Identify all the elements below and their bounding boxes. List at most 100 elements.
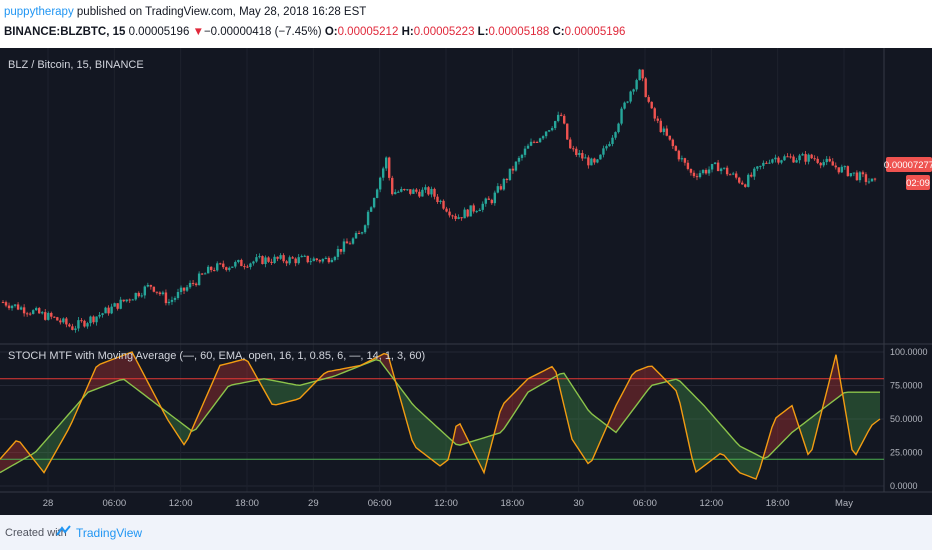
candle-body	[659, 120, 662, 132]
candle-body	[406, 189, 409, 191]
candle-body	[391, 177, 394, 195]
candle-body	[716, 162, 720, 172]
candle-body	[324, 257, 328, 259]
candle-body	[31, 310, 35, 314]
time-tick-label: 12:00	[169, 498, 193, 509]
candle-body	[786, 156, 789, 158]
candle-body	[665, 128, 669, 136]
candle-body	[484, 198, 487, 204]
stoch-fill-segment	[708, 410, 712, 463]
candle-body	[843, 166, 847, 168]
candle-body	[683, 158, 687, 163]
candle-body	[397, 191, 400, 193]
countdown-label: 02:09	[906, 178, 930, 189]
candle-body	[173, 297, 177, 300]
candle-body	[620, 108, 623, 124]
stoch-fill-segment	[792, 405, 796, 433]
stoch-fill-segment	[52, 428, 56, 459]
candle-body	[807, 154, 810, 162]
candle-body	[668, 135, 672, 140]
candle-body	[206, 266, 210, 274]
candle-body	[240, 259, 243, 267]
candle-body	[520, 154, 524, 158]
stoch-tick-label: 50.0000	[890, 414, 923, 424]
candle-body	[34, 308, 38, 311]
candle-body	[179, 287, 183, 292]
stoch-fill-segment	[768, 427, 772, 457]
publish-header: puppytherapy published on TradingView.co…	[0, 0, 932, 48]
candle-body	[213, 270, 216, 272]
price-change: −0.00000418 (−7.45%)	[203, 26, 322, 38]
stoch-fill-segment	[644, 366, 648, 396]
stoch-fill-segment	[108, 359, 112, 385]
candle-body	[74, 328, 77, 330]
candle-body	[363, 225, 367, 233]
stoch-fill-segment	[436, 426, 440, 466]
candle-body	[566, 123, 569, 140]
stoch-fill-segment	[132, 352, 136, 389]
chart-area[interactable]: 0.000085000.000080000.000075000.00007000…	[0, 48, 932, 515]
author-link[interactable]: puppytherapy	[4, 6, 74, 18]
stoch-fill-segment	[812, 414, 816, 450]
stoch-fill-segment	[8, 445, 12, 469]
candle-body	[529, 141, 533, 146]
stoch-fill-segment	[168, 412, 172, 427]
candle-body	[318, 260, 322, 262]
candle-body	[499, 186, 503, 190]
candle-body	[442, 200, 445, 209]
stoch-fill-segment	[680, 381, 684, 422]
time-tick-label: 18:00	[235, 498, 259, 509]
time-axis[interactable]: 28 06:00 12:00 18:00 29 06:00 12:00 18:00 30 06:0…	[43, 498, 854, 509]
stoch-fill-segment	[204, 392, 208, 419]
candle-body	[339, 249, 343, 252]
stoch-fill-segment	[620, 390, 624, 428]
tradingview-link[interactable]: TradingView	[76, 526, 143, 540]
stoch-fill-segment	[116, 356, 120, 382]
stoch-fill-segment	[112, 358, 116, 384]
candle-body	[119, 299, 122, 309]
stoch-fill-segment	[44, 437, 48, 473]
stoch-fill-segment	[292, 384, 296, 401]
candle-body	[759, 165, 762, 167]
candle-body	[801, 154, 804, 156]
candle-body	[448, 211, 451, 216]
candle-body	[810, 154, 813, 159]
candle-body	[457, 217, 460, 219]
candle-body	[846, 166, 850, 177]
candle-body	[689, 168, 693, 173]
stoch-fill-segment	[244, 359, 248, 383]
stoch-fill-segment	[624, 382, 628, 422]
created-with-label: Created with	[5, 527, 67, 539]
candle-body	[813, 158, 816, 160]
candle-body	[321, 258, 325, 262]
candle-body	[122, 299, 125, 302]
stoch-fill-segment	[628, 375, 632, 417]
candle-body	[62, 318, 65, 323]
stoch-fill-segment	[872, 392, 876, 426]
stoch-fill-segment	[264, 378, 268, 398]
stoch-fill-segment	[856, 392, 860, 455]
stoch-fill-segment	[688, 389, 692, 458]
candle-body	[695, 176, 699, 178]
candle-body	[403, 189, 406, 191]
candle-body	[816, 158, 819, 163]
stoch-axis[interactable]: 100.0000 75.0000 50.0000 25.0000 0.0000	[890, 347, 928, 491]
candle-body	[671, 139, 675, 147]
stoch-fill-segment	[736, 442, 740, 473]
symbol-info: BINANCE:BLZBTC, 15 0.00005196 ▼−0.000004…	[4, 26, 625, 38]
stoch-fill-segment	[776, 414, 780, 449]
stoch-fill-segment	[652, 366, 656, 386]
candle-body	[698, 173, 702, 178]
stoch-fill-segment	[836, 354, 840, 399]
publish-date: published on TradingView.com, May 28, 20…	[76, 6, 367, 18]
stoch-fill-segment	[592, 414, 596, 461]
grid-lines	[0, 48, 884, 492]
stoch-fill-segment	[4, 450, 8, 471]
candle-body	[472, 205, 475, 212]
stoch-fill-segment	[672, 379, 676, 391]
stoch-fill-segment	[16, 440, 20, 464]
candle-body	[819, 162, 822, 166]
down-arrow-icon: ▼	[192, 26, 204, 38]
candle-body	[50, 312, 53, 317]
stoch-fill-segment	[584, 403, 588, 464]
